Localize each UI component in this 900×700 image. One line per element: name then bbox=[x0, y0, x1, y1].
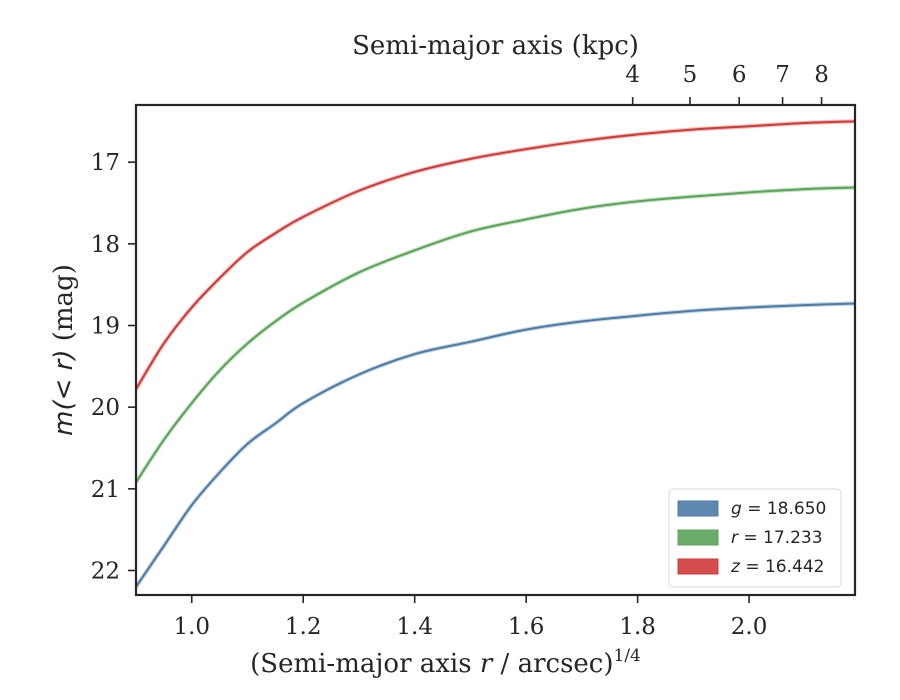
legend-swatch-r bbox=[677, 529, 719, 546]
y-axis-title-math: m(< r) bbox=[49, 350, 79, 436]
legend: g = 18.650 r = 17.233 z = 16.442 bbox=[668, 488, 842, 588]
x-axis-title-sup: 1/4 bbox=[614, 646, 641, 666]
legend-label-g: g = 18.650 bbox=[731, 499, 826, 519]
y-tick-label: 21 bbox=[91, 477, 120, 503]
top-axis-title: Semi-major axis (kpc) bbox=[352, 31, 639, 61]
x-axis-title-var: r bbox=[480, 649, 494, 679]
legend-label-r: r = 17.233 bbox=[731, 528, 823, 548]
x-tick-label: 1.6 bbox=[508, 614, 545, 640]
top-tick-label: 8 bbox=[814, 62, 829, 88]
legend-swatch-g bbox=[677, 500, 719, 517]
y-axis-title-unit: (mag) bbox=[49, 264, 79, 349]
series-g-line bbox=[136, 302, 855, 588]
x-tick-label: 2.0 bbox=[731, 614, 768, 640]
x-tick-label: 1.8 bbox=[619, 614, 656, 640]
y-tick-label: 18 bbox=[91, 232, 120, 258]
y-axis-title: m(< r) (mag) bbox=[49, 264, 79, 436]
series-r-line bbox=[136, 186, 855, 483]
x-tick-label: 1.0 bbox=[173, 614, 210, 640]
plot-frame bbox=[134, 103, 857, 597]
y-tick-label: 20 bbox=[91, 395, 120, 421]
top-tick-label: 5 bbox=[683, 62, 698, 88]
series-z-line bbox=[136, 120, 855, 390]
top-tick-label: 4 bbox=[625, 62, 640, 88]
top-tick-label: 7 bbox=[775, 62, 790, 88]
legend-swatch-z bbox=[677, 558, 719, 575]
top-tick-label: 6 bbox=[732, 62, 747, 88]
x-tick-label: 1.4 bbox=[396, 614, 433, 640]
y-tick-label: 22 bbox=[91, 559, 120, 585]
x-axis-title: (Semi-major axis r / arcsec)1/4 bbox=[250, 646, 641, 679]
y-tick-label: 19 bbox=[91, 314, 120, 340]
legend-label-z: z = 16.442 bbox=[730, 557, 824, 577]
x-tick-label: 1.2 bbox=[285, 614, 322, 640]
y-tick-label: 17 bbox=[91, 150, 120, 176]
x-axis-title-prefix: (Semi-major axis bbox=[250, 649, 480, 679]
x-axis-title-suffix: / arcsec) bbox=[492, 649, 613, 679]
